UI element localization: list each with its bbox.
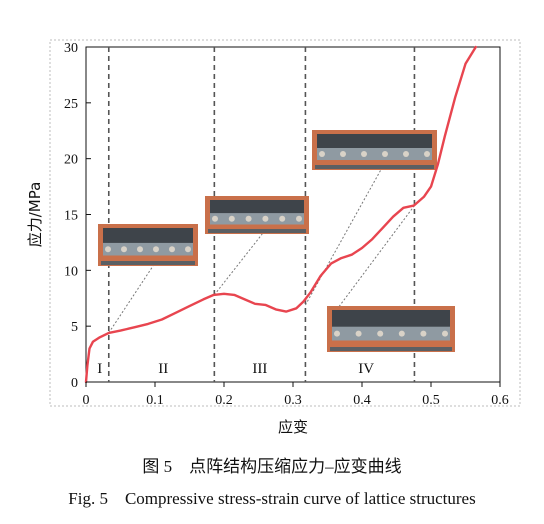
- photo-callouts: [98, 130, 455, 352]
- x-tick-label: 0.1: [146, 393, 164, 408]
- photo-strut: [296, 215, 302, 222]
- figure-caption-english: Fig. 5 Compressive stress-strain curve o…: [68, 489, 476, 508]
- photo-lattice: [317, 148, 432, 160]
- photo-top-plate: [210, 200, 304, 215]
- photo-strut: [403, 151, 409, 157]
- y-tick-label: 0: [71, 376, 78, 391]
- photo-strut: [442, 330, 448, 337]
- y-axis-title: 应力/MPa: [26, 182, 44, 248]
- figure-frame: [49, 39, 521, 407]
- photo-strut: [398, 330, 405, 337]
- stage-label: I: [97, 361, 102, 377]
- x-tick-label: 0.4: [353, 393, 371, 408]
- y-tick-label: 20: [64, 153, 78, 168]
- x-tick-label: 0.3: [284, 393, 302, 408]
- stage-label: III: [252, 361, 267, 377]
- stage-label: II: [158, 361, 168, 377]
- figure-caption-chinese: 图 5 点阵结构压缩应力–应变曲线: [142, 457, 402, 476]
- y-tick-label: 30: [64, 41, 78, 56]
- photo-strut: [153, 246, 159, 253]
- photo-inset-stage-3: [304, 130, 437, 306]
- x-tick-label: 0.5: [422, 393, 440, 408]
- photo-base-plate: [315, 165, 434, 169]
- x-tick-label: 0: [83, 393, 90, 408]
- x-tick-label: 0.2: [215, 393, 233, 408]
- photo-strut: [334, 330, 340, 337]
- photo-strut: [424, 151, 430, 157]
- photo-strut: [121, 246, 127, 253]
- callout-leader: [108, 265, 154, 334]
- photo-inset-stage-1: [98, 224, 198, 334]
- photo-strut: [185, 246, 191, 253]
- photo-strut: [382, 151, 388, 157]
- photo-lattice: [210, 213, 304, 225]
- photo-top-plate: [332, 310, 450, 328]
- photo-strut: [355, 330, 362, 337]
- stage-labels: I II III IV: [97, 361, 374, 377]
- series-line-1: [84, 45, 477, 384]
- photo-base-plate: [208, 229, 306, 233]
- photo-strut: [279, 215, 286, 222]
- photo-strut: [361, 151, 367, 157]
- photo-strut: [340, 151, 346, 157]
- photo-base-plate: [101, 261, 195, 265]
- stage-label: IV: [358, 361, 374, 377]
- photo-lattice: [332, 326, 450, 341]
- callout-leader: [334, 205, 415, 313]
- x-tick-label: 0.6: [491, 393, 509, 408]
- photo-inset-stage-4: [327, 205, 455, 352]
- y-tick-label: 5: [71, 320, 78, 335]
- photo-strut: [105, 246, 111, 253]
- x-axis-title: 应变: [278, 418, 308, 436]
- photo-strut: [420, 330, 427, 337]
- photo-inset-stage-2: [205, 196, 309, 296]
- series-layer: [84, 45, 477, 384]
- photo-strut: [245, 215, 252, 222]
- photo-top-plate: [103, 228, 193, 244]
- y-tick-label: 10: [64, 264, 78, 279]
- photo-strut: [262, 215, 269, 222]
- callout-leader: [304, 169, 382, 306]
- photo-strut: [319, 151, 325, 157]
- y-tick-label: 25: [64, 97, 78, 112]
- photo-lattice: [103, 242, 193, 256]
- photo-strut: [169, 246, 175, 253]
- callout-leader: [213, 233, 263, 296]
- photo-strut: [228, 215, 235, 222]
- photo-strut: [212, 215, 218, 222]
- photo-strut: [377, 330, 384, 337]
- photo-base-plate: [330, 347, 452, 351]
- photo-strut: [137, 246, 143, 253]
- photo-top-plate: [317, 134, 432, 150]
- axis-ticks: 0 0.1 0.2 0.3 0.4 0.5 0.6 0 5 10 15 20 25 30: [64, 41, 509, 408]
- y-tick-label: 15: [64, 209, 78, 224]
